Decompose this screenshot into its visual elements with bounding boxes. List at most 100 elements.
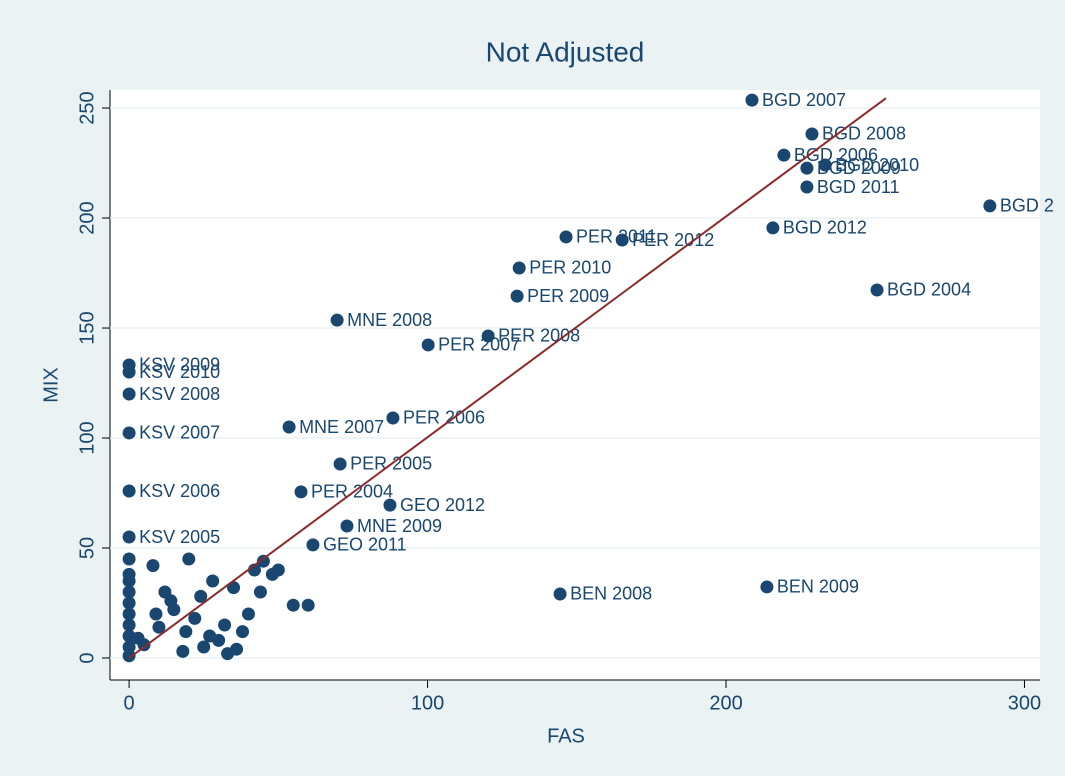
point (122, 585, 136, 599)
point (745, 93, 759, 107)
point-label: BGD 2008 (822, 124, 906, 144)
point-label: KSV 2005 (139, 527, 220, 547)
point (230, 642, 244, 656)
point-label: BGD 2011 (817, 177, 900, 197)
point (512, 261, 526, 275)
point-label: BEN 2009 (777, 577, 859, 597)
point-label: KSV 2008 (139, 384, 220, 404)
point (294, 485, 308, 499)
point-label: KSV 2007 (139, 423, 220, 443)
x-axis-label: FAS (547, 725, 585, 747)
point (122, 649, 136, 663)
point (236, 625, 250, 639)
point (383, 498, 397, 512)
point (122, 365, 136, 379)
point (760, 580, 774, 594)
point-label: BEN 2008 (570, 584, 652, 604)
point-label: MNE 2008 (347, 310, 432, 330)
point-label: BGD 2004 (887, 280, 971, 300)
point (146, 559, 160, 573)
point-label: BGD 2009 (817, 158, 901, 178)
point-label: KSV 2010 (139, 362, 220, 382)
point (818, 158, 832, 172)
point (777, 148, 791, 162)
point (131, 631, 145, 645)
point (800, 180, 814, 194)
point (122, 387, 136, 401)
point (481, 329, 495, 343)
point-label: PER 2011 (576, 227, 657, 247)
point (122, 530, 136, 544)
point (870, 283, 884, 297)
point (122, 596, 136, 610)
point-label: PER 2009 (527, 286, 609, 306)
point-label: PER 2007 (438, 335, 520, 355)
point-label: MNE 2009 (357, 516, 442, 536)
point (253, 585, 267, 599)
point-label: PER 2012 (632, 230, 714, 250)
point (766, 221, 780, 235)
point-label: PER 2006 (403, 408, 485, 428)
point (122, 484, 136, 498)
point (122, 607, 136, 621)
y-tick-label: 0 (76, 652, 98, 663)
point (800, 161, 814, 175)
chart-title: Not Adjusted (486, 36, 645, 67)
point (286, 598, 300, 612)
point-label: BGD 2 (1000, 196, 1054, 216)
point (164, 594, 178, 608)
point (197, 640, 211, 654)
fit-line (128, 97, 887, 659)
point-label: BGD 2010 (835, 155, 919, 175)
point-label: KSV 2006 (139, 481, 220, 501)
point (805, 127, 819, 141)
point (179, 625, 193, 639)
point-label: PER 2010 (529, 258, 611, 278)
point (386, 411, 400, 425)
point (122, 426, 136, 440)
point-label: KSV 2009 (139, 355, 220, 375)
point (553, 587, 567, 601)
point (282, 420, 296, 434)
point (176, 644, 190, 658)
plot-region (110, 90, 1040, 680)
point (510, 289, 524, 303)
point-label: BGD 2012 (783, 218, 867, 238)
y-tick-label: 50 (76, 537, 98, 559)
point (241, 607, 255, 621)
y-tick-label: 150 (76, 311, 98, 344)
point (203, 629, 217, 643)
point (306, 538, 320, 552)
point (301, 598, 315, 612)
x-tick-label: 300 (1008, 692, 1041, 714)
x-tick-label: 200 (709, 692, 742, 714)
point (122, 552, 136, 566)
point-label: MNE 2007 (299, 417, 384, 437)
y-tick-label: 200 (76, 201, 98, 234)
point (194, 589, 208, 603)
point-label: BGD 2007 (762, 90, 846, 110)
y-tick-label: 100 (76, 421, 98, 454)
point (421, 338, 435, 352)
point (206, 574, 220, 588)
point (218, 618, 232, 632)
point (122, 574, 136, 588)
point-label: GEO 2011 (323, 535, 407, 555)
point-label: GEO 2012 (400, 495, 485, 515)
x-tick-label: 0 (124, 692, 135, 714)
point (559, 230, 573, 244)
point-label: PER 2004 (311, 482, 393, 502)
point (182, 552, 196, 566)
point (330, 313, 344, 327)
y-tick-label: 250 (76, 91, 98, 124)
point (983, 199, 997, 213)
point (271, 563, 285, 577)
point (340, 519, 354, 533)
y-axis-label: MIX (40, 367, 62, 403)
point (122, 618, 136, 632)
point (615, 233, 629, 247)
point (333, 457, 347, 471)
point (152, 620, 166, 634)
point (188, 611, 202, 625)
